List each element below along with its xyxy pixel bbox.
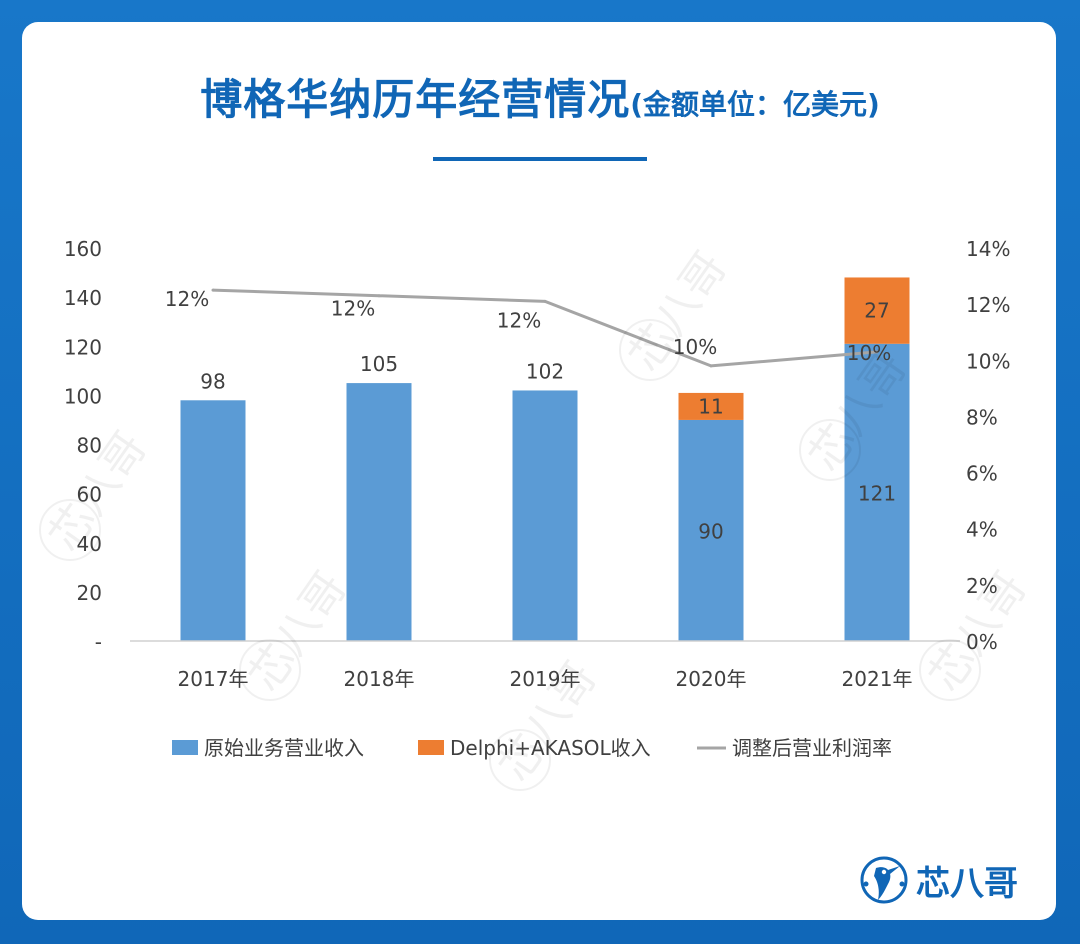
data-label-original-revenue: 121 — [858, 481, 896, 505]
data-label-original-revenue: 105 — [360, 352, 398, 376]
kingfisher-logo-icon — [860, 856, 908, 904]
line-point-operating-margin — [211, 288, 215, 292]
bar-original-revenue — [844, 343, 910, 641]
data-label-operating-margin: 12% — [497, 308, 541, 332]
y-left-tick-label: 160 — [64, 237, 102, 261]
watermark-logo-icon — [919, 639, 981, 701]
line-point-operating-margin — [709, 364, 713, 368]
legend-label-operating-margin: 调整后营业利润率 — [732, 736, 892, 760]
bar-original-revenue — [346, 383, 412, 641]
legend-swatch-delphi-akasol-revenue — [418, 740, 444, 755]
y-left-tick-label: 40 — [77, 532, 102, 556]
data-label-operating-margin: 10% — [673, 335, 717, 359]
y-right-tick-label: 12% — [966, 293, 1010, 317]
y-right-tick-label: 2% — [966, 574, 998, 598]
line-point-operating-margin — [543, 299, 547, 303]
title-underline — [433, 157, 647, 161]
bar-delphi-akasol-revenue — [844, 277, 910, 344]
data-label-operating-margin: 12% — [331, 297, 375, 321]
bar-original-revenue — [678, 419, 744, 641]
y-left-tick-label: 140 — [64, 286, 102, 310]
bar-original-revenue — [180, 400, 246, 641]
watermark-logo-icon — [799, 419, 861, 481]
line-point-operating-margin — [875, 350, 879, 354]
y-left-tick-label: - — [95, 630, 102, 654]
data-label-operating-margin: 12% — [165, 287, 209, 311]
watermark-logo-icon — [619, 319, 681, 381]
legend-label-original-revenue: 原始业务营业收入 — [204, 736, 364, 760]
data-label-delphi-akasol-revenue: 11 — [698, 394, 723, 418]
bar-original-revenue — [512, 390, 578, 641]
watermark-logo-icon — [39, 499, 101, 561]
x-tick-label: 2020年 — [676, 667, 747, 691]
x-tick-label: 2018年 — [344, 667, 415, 691]
watermark-logo-icon — [239, 639, 301, 701]
y-right-tick-label: 4% — [966, 518, 998, 542]
y-left-tick-label: 20 — [77, 581, 102, 605]
y-right-tick-label: 8% — [966, 405, 998, 429]
y-right-tick-label: 14% — [966, 237, 1010, 261]
data-label-delphi-akasol-revenue: 27 — [864, 299, 889, 323]
x-tick-label: 2017年 — [178, 667, 249, 691]
data-label-original-revenue: 90 — [698, 519, 723, 543]
y-left-tick-label: 80 — [77, 434, 102, 458]
data-label-original-revenue: 98 — [200, 369, 225, 393]
data-label-original-revenue: 102 — [526, 359, 564, 383]
watermark-logo-icon — [489, 729, 551, 791]
y-left-tick-label: 60 — [77, 483, 102, 507]
y-right-tick-label: 6% — [966, 462, 998, 486]
y-left-tick-label: 100 — [64, 384, 102, 408]
brand-logo: 芯八哥 — [858, 848, 1018, 912]
legend-label-delphi-akasol-revenue: Delphi+AKASOL收入 — [450, 736, 651, 760]
y-right-tick-label: 10% — [966, 349, 1010, 373]
chart-title: 博格华纳历年经营情况(金额单位：亿美元) — [0, 66, 1080, 127]
bar-delphi-akasol-revenue — [678, 392, 744, 420]
brand-name: 芯八哥 — [916, 863, 1018, 904]
y-right-tick-label: 0% — [966, 630, 998, 654]
data-label-operating-margin: 10% — [847, 341, 891, 365]
title-unit: (金额单位：亿美元) — [630, 88, 880, 121]
x-tick-label: 2021年 — [842, 667, 913, 691]
x-tick-label: 2019年 — [510, 667, 581, 691]
line-point-operating-margin — [377, 294, 381, 298]
title-main: 博格华纳历年经营情况 — [200, 75, 631, 124]
legend-swatch-original-revenue — [172, 740, 198, 755]
y-left-tick-label: 120 — [64, 335, 102, 359]
